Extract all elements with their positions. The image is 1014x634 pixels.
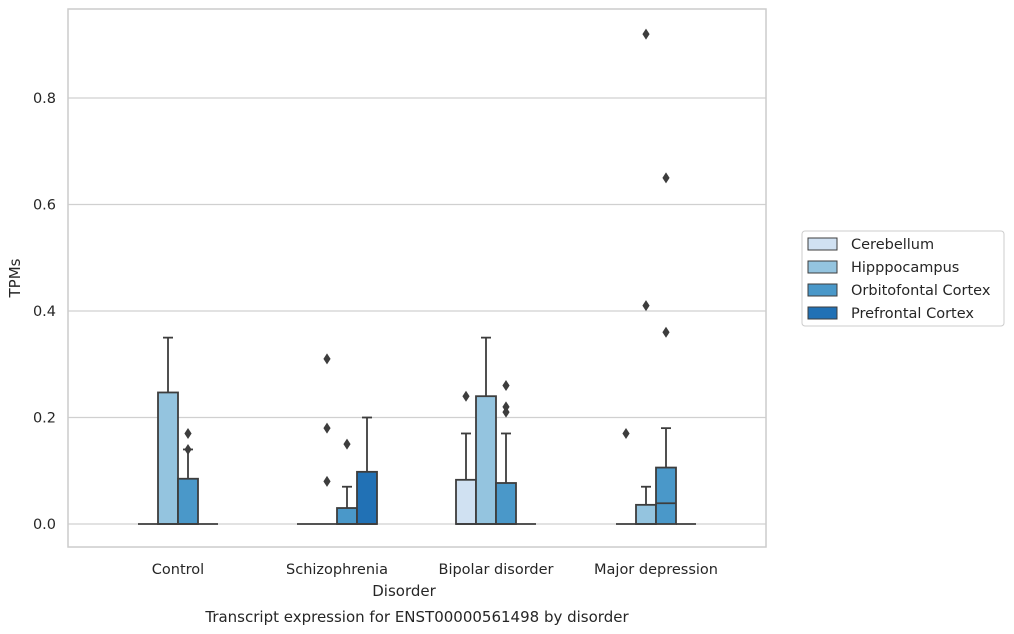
box-2-3 <box>475 336 497 525</box>
box-3-2 <box>336 438 358 525</box>
y-tick-label: 0.4 <box>33 304 56 320</box>
box-body <box>635 503 657 525</box>
box-3-1 <box>177 427 199 525</box>
legend-label: Orbitofontal Cortex <box>851 283 991 299</box>
outlier-marker <box>642 300 650 312</box>
y-tick-label: 0.2 <box>33 411 56 427</box>
box-body <box>157 391 179 525</box>
legend-label: Hipppocampus <box>851 260 959 276</box>
box-1-3 <box>455 390 477 525</box>
chart-title: Transcript expression for ENST0000056149… <box>204 608 629 626</box>
outlier-marker <box>642 28 650 40</box>
box-2-4 <box>635 28 657 525</box>
legend: Cerebellum Hipppocampus Orbitofontal Corte… <box>801 230 1005 327</box>
box-body <box>455 478 477 525</box>
y-axis-ticks: 0.0 0.2 0.4 0.6 0.8 <box>33 91 56 533</box>
plot-frame <box>67 8 767 548</box>
box-body <box>475 395 497 525</box>
outlier-marker <box>323 422 331 434</box>
x-tick-label: Control <box>152 562 204 578</box>
legend-label: Cerebellum <box>851 237 934 253</box>
box-1-4 <box>616 427 636 525</box>
outlier-marker <box>323 353 331 365</box>
legend-swatch <box>807 237 838 251</box>
outlier-marker <box>662 326 670 338</box>
outlier-marker <box>323 475 331 487</box>
box-body <box>495 482 517 525</box>
x-axis-ticks: Control Schizophrenia Bipolar disorder Majo… <box>152 562 718 578</box>
legend-swatch <box>807 306 838 320</box>
box-2-1 <box>157 336 179 525</box>
outlier-marker <box>662 172 670 184</box>
legend-swatch <box>807 283 838 297</box>
outlier-marker <box>343 438 351 450</box>
x-tick-label: Schizophrenia <box>286 562 388 578</box>
y-tick-label: 0.8 <box>33 91 56 107</box>
outlier-marker <box>502 401 510 413</box>
outlier-marker <box>502 380 510 392</box>
outlier-marker <box>184 443 192 455</box>
box-2-2 <box>317 353 337 525</box>
legend-frame <box>801 230 1005 327</box>
box-4-2 <box>356 416 378 525</box>
x-axis-label: Disorder <box>372 582 436 600</box>
outlier-marker <box>622 427 630 439</box>
box-body <box>336 507 358 525</box>
y-axis-label: TPMs <box>6 258 24 298</box>
box-body <box>177 477 199 525</box>
box-body <box>655 466 677 525</box>
box-3-4 <box>655 172 677 525</box>
box-3-3 <box>495 380 517 525</box>
x-tick-label: Bipolar disorder <box>439 562 554 578</box>
outlier-marker <box>184 427 192 439</box>
x-tick-label: Major depression <box>594 562 718 578</box>
box-plot-area <box>138 28 696 525</box>
y-tick-label: 0.6 <box>33 198 56 214</box>
outlier-marker <box>462 390 470 402</box>
legend-swatch <box>807 260 838 274</box>
y-tick-label: 0.0 <box>33 517 56 533</box>
legend-label: Prefrontal Cortex <box>851 306 974 322</box>
box-body <box>356 470 378 525</box>
